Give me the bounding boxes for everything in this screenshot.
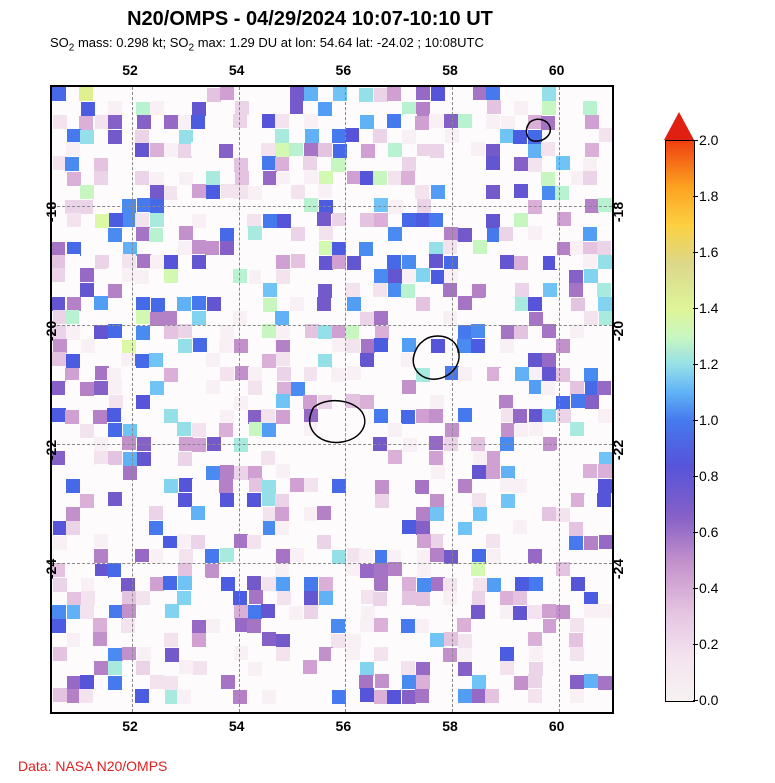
ytick-label: -22 xyxy=(43,440,59,460)
xtick-label: 56 xyxy=(336,718,352,734)
ytick-label: -24 xyxy=(43,559,59,579)
colorbar-tick-label: 0.0 xyxy=(699,692,718,708)
colorbar-tick-label: 0.6 xyxy=(699,524,718,540)
subtitle-mass: mass: 0.298 kt; SO xyxy=(74,35,188,50)
xtick-label: 58 xyxy=(442,62,458,78)
ytick-label: -18 xyxy=(610,202,626,222)
xtick-label: 52 xyxy=(122,62,138,78)
xtick-label: 60 xyxy=(549,718,565,734)
subtitle-so2-1: SO xyxy=(50,35,69,50)
colorbar-tick-label: 1.4 xyxy=(699,300,718,316)
xtick-label: 52 xyxy=(122,718,138,734)
colorbar-tick-label: 1.6 xyxy=(699,244,718,260)
colorbar: 0.00.20.40.60.81.01.21.41.61.82.0 SO2 co… xyxy=(665,110,765,710)
ytick-label: -18 xyxy=(43,202,59,222)
map-frame xyxy=(50,85,614,714)
islands xyxy=(52,87,612,712)
ytick-label: -20 xyxy=(43,321,59,341)
figure: N20/OMPS - 04/29/2024 10:07-10:10 UT SO2… xyxy=(0,0,775,783)
subtitle-max: max: 1.29 DU at lon: 54.64 lat: -24.02 ;… xyxy=(194,35,484,50)
colorbar-tick-label: 1.2 xyxy=(699,356,718,372)
ytick-label: -20 xyxy=(610,321,626,341)
xtick-label: 60 xyxy=(549,62,565,78)
colorbar-tick-label: 0.2 xyxy=(699,636,718,652)
xtick-label: 54 xyxy=(229,62,245,78)
ytick-label: -22 xyxy=(610,440,626,460)
subtitle: SO2 mass: 0.298 kt; SO2 max: 1.29 DU at … xyxy=(50,35,484,54)
colorbar-tick-label: 2.0 xyxy=(699,132,718,148)
ytick-label: -24 xyxy=(610,559,626,579)
title: N20/OMPS - 04/29/2024 10:07-10:10 UT xyxy=(0,8,620,31)
xtick-label: 58 xyxy=(442,718,458,734)
colorbar-box xyxy=(665,140,695,702)
xtick-label: 56 xyxy=(336,62,352,78)
xtick-label: 54 xyxy=(229,718,245,734)
colorbar-tick-label: 0.4 xyxy=(699,580,718,596)
colorbar-tick-label: 1.8 xyxy=(699,188,718,204)
colorbar-tick-label: 0.8 xyxy=(699,468,718,484)
colorbar-tick-label: 1.0 xyxy=(699,412,718,428)
data-credit: Data: NASA N20/OMPS xyxy=(18,758,167,774)
colorbar-over-triangle xyxy=(664,112,694,140)
